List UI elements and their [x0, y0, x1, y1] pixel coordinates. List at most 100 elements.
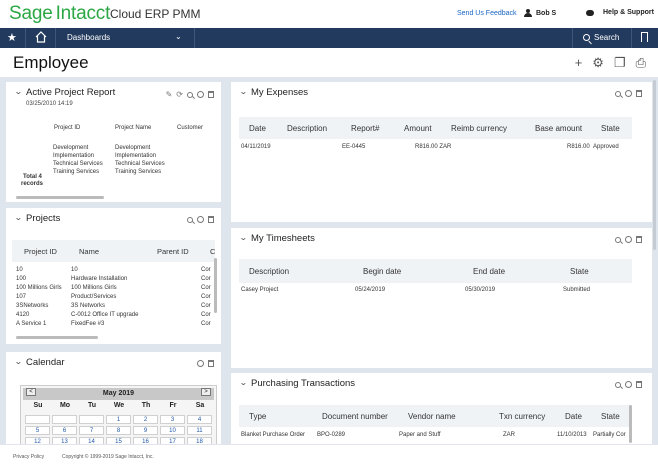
horizontal-scrollbar[interactable]: [16, 196, 104, 199]
prev-month-button[interactable]: <: [26, 388, 36, 396]
trash-icon[interactable]: [636, 90, 642, 97]
horizontal-scrollbar[interactable]: [16, 336, 98, 339]
add-icon[interactable]: +: [574, 55, 583, 70]
calendar-day[interactable]: 4: [187, 415, 212, 424]
chevron-down-icon[interactable]: ⌄: [238, 233, 248, 242]
calendar-day[interactable]: 11: [187, 426, 212, 435]
table-row[interactable]: Blanket Purchase Order BPO-0289 Paper an…: [241, 432, 626, 438]
column-header: Base amount: [535, 124, 583, 133]
calendar-day[interactable]: 13: [52, 437, 77, 444]
calendar-day[interactable]: 18: [187, 437, 212, 444]
gear-icon[interactable]: [625, 236, 632, 243]
nav-divider: [572, 28, 573, 48]
edit-icon[interactable]: ✎: [165, 90, 173, 99]
table-row[interactable]: 100 Millions Girls 100 Millions Girls Cor: [16, 285, 211, 291]
list-item: Training Services: [53, 169, 100, 175]
page-scrollbar[interactable]: [653, 80, 656, 250]
list-item: Training Services: [115, 169, 162, 175]
table-row[interactable]: 10 10 Cor: [16, 267, 211, 273]
user-menu[interactable]: Bob S: [524, 9, 556, 17]
trash-icon[interactable]: [208, 360, 214, 367]
gear-icon[interactable]: ⚙: [592, 55, 604, 70]
nav-divider: [25, 28, 26, 48]
refresh-icon[interactable]: ⟳: [176, 90, 183, 99]
panel-header: ⌄ My Timesheets: [231, 228, 652, 250]
table-row[interactable]: 3SNetworks 3S Networks Cor: [16, 303, 211, 309]
chevron-down-icon[interactable]: ⌄: [13, 87, 23, 96]
table-row[interactable]: 04/11/2019 EE-0445 R816.00 ZAR R816.00 A…: [241, 144, 619, 150]
favorites-star-icon[interactable]: ★: [7, 32, 17, 44]
calendar-day[interactable]: 2: [133, 415, 158, 424]
calendar-day[interactable]: 6: [52, 426, 77, 435]
copy-icon[interactable]: ❐: [613, 55, 626, 70]
calendar-day[interactable]: 5: [25, 426, 50, 435]
trash-icon[interactable]: [636, 381, 642, 388]
calendar-day[interactable]: 15: [106, 437, 131, 444]
home-icon[interactable]: [35, 30, 47, 44]
table-row[interactable]: 100 Hardware Installation Cor: [16, 276, 211, 282]
panel-tools: [615, 90, 642, 97]
print-icon[interactable]: ⎙: [635, 55, 646, 70]
panel-header: ⌄ Calendar: [6, 352, 221, 374]
weekday-label: Mo: [59, 402, 71, 409]
chevron-down-icon[interactable]: ⌄: [13, 357, 23, 366]
list-item: Technical Services: [53, 161, 103, 167]
trash-icon[interactable]: [208, 216, 214, 223]
column-header: Name: [79, 247, 100, 256]
calendar-day[interactable]: 12: [25, 437, 50, 444]
privacy-policy-link[interactable]: Privacy Policy: [13, 454, 45, 460]
dashboards-menu[interactable]: Dashboards: [67, 33, 111, 42]
calendar-day[interactable]: 14: [79, 437, 104, 444]
feedback-link[interactable]: Send Us Feedback: [457, 10, 517, 17]
weekday-label: Sa: [195, 402, 205, 409]
table-row[interactable]: A Service 1 FixedFee #3 Cor: [16, 321, 211, 327]
vertical-scrollbar[interactable]: [214, 258, 217, 313]
column-header: Txn currency: [499, 412, 546, 421]
chevron-down-icon[interactable]: ⌄: [13, 213, 23, 222]
vertical-scrollbar[interactable]: [629, 405, 632, 443]
gear-icon[interactable]: [197, 91, 204, 98]
bookmark-icon[interactable]: [641, 32, 648, 42]
calendar-day[interactable]: 3: [160, 415, 185, 424]
search-icon[interactable]: [615, 236, 621, 243]
gear-icon[interactable]: [625, 381, 632, 388]
search-icon[interactable]: [187, 216, 193, 223]
search-button[interactable]: Search: [583, 33, 619, 42]
calendar-day[interactable]: 9: [133, 426, 158, 435]
trash-icon[interactable]: [636, 236, 642, 243]
chevron-down-icon[interactable]: ⌄: [175, 32, 182, 41]
calendar-day[interactable]: 10: [160, 426, 185, 435]
calendar-day[interactable]: 7: [79, 426, 104, 435]
nav-divider: [631, 28, 632, 48]
table-row[interactable]: 4120 C-0012 Office IT upgrade Cor: [16, 312, 211, 318]
gear-icon[interactable]: [197, 360, 204, 367]
panel-header: ⌄ Active Project Report ✎ ⟳: [6, 82, 221, 104]
next-month-button[interactable]: >: [201, 388, 211, 396]
column-header: C: [210, 247, 216, 256]
column-header: Date: [565, 412, 582, 421]
column-header: Type: [249, 412, 267, 421]
chevron-down-icon[interactable]: ⌄: [238, 378, 248, 387]
search-icon[interactable]: [615, 90, 621, 97]
search-icon[interactable]: [187, 91, 193, 98]
help-support-link[interactable]: Help & Support: [586, 9, 654, 16]
page-actions: + ⚙ ❐ ⎙: [575, 55, 646, 71]
calendar-day: [52, 415, 77, 424]
calendar-day[interactable]: 1: [106, 415, 131, 424]
brand-logo[interactable]: Sage Intacct: [9, 3, 111, 24]
table-row[interactable]: 107 Product/Services Cor: [16, 294, 211, 300]
my-timesheets-panel: ⌄ My Timesheets Description Begin date E…: [231, 228, 652, 368]
table-row[interactable]: Casey Project 05/24/2019 05/30/2019 Subm…: [241, 287, 591, 293]
trash-icon[interactable]: [208, 91, 214, 98]
search-icon[interactable]: [615, 381, 621, 388]
calendar-day[interactable]: 17: [160, 437, 185, 444]
calendar-day[interactable]: 16: [133, 437, 158, 444]
calendar-day[interactable]: 8: [106, 426, 131, 435]
panel-tools: [197, 360, 214, 367]
column-header: Project ID: [54, 125, 81, 131]
gear-icon[interactable]: [625, 90, 632, 97]
column-header: End date: [473, 267, 506, 276]
gear-icon[interactable]: [197, 216, 204, 223]
chevron-down-icon[interactable]: ⌄: [238, 87, 248, 96]
copyright-text: Copyright © 1999-2019 Sage Intacct, Inc.: [62, 454, 154, 460]
